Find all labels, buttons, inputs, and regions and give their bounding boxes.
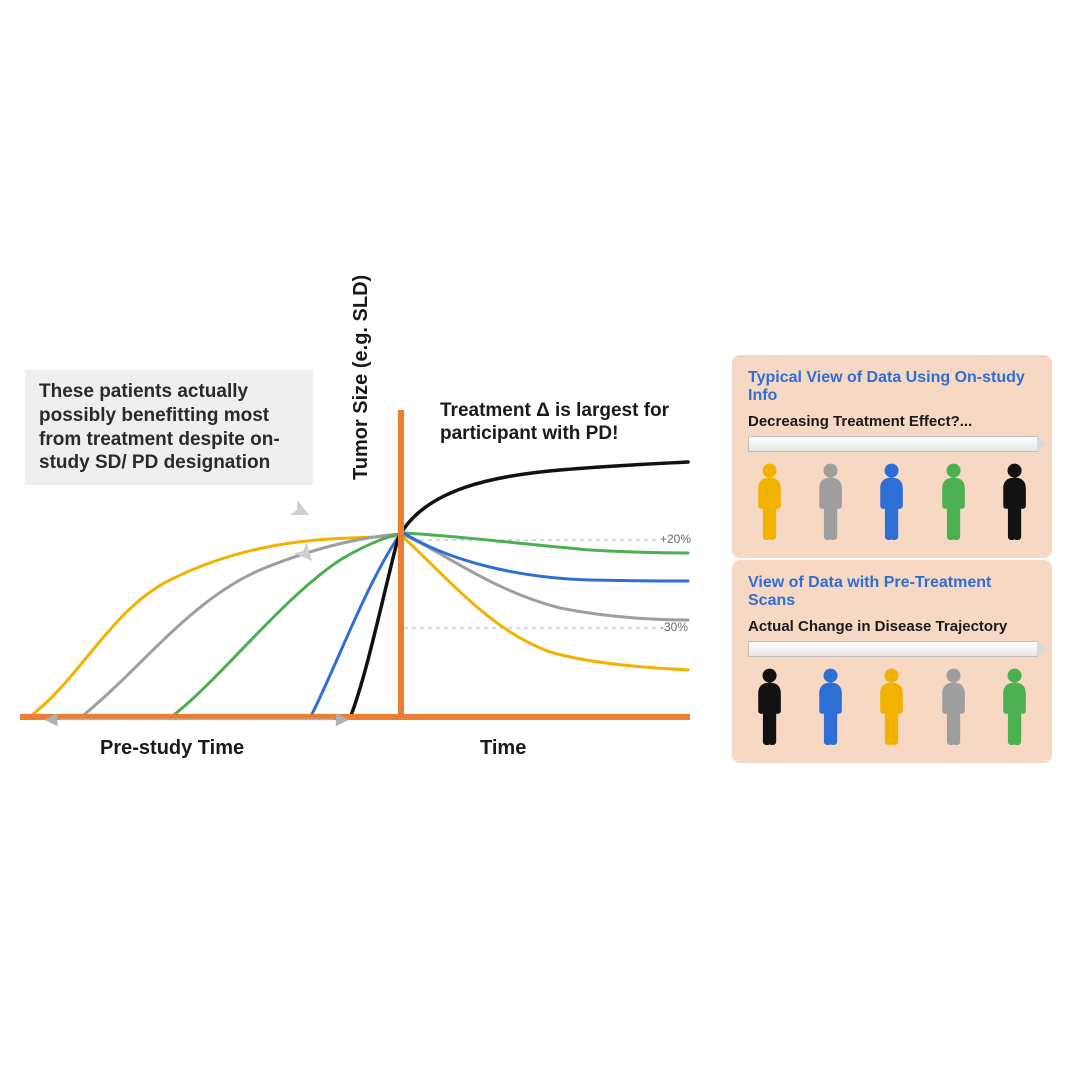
panel-onstudy-view: Typical View of Data Using On-study Info… <box>732 355 1052 558</box>
person-icon <box>813 462 848 540</box>
person-icon <box>997 462 1032 540</box>
panel-title: Typical View of Data Using On-study Info <box>748 369 1036 405</box>
benefit-callout: These patients actually possibly benefit… <box>25 370 313 485</box>
panel-title: View of Data with Pre-Treatment Scans <box>748 574 1036 610</box>
figure-canvas: Tumor Size (e.g. SLD) Pre-study Time Tim… <box>0 0 1080 1080</box>
x-axis-label-pre: Pre-study Time <box>100 737 244 760</box>
ref-line-label-lower: -30% <box>660 620 688 634</box>
person-icon <box>936 667 971 745</box>
person-icon <box>874 462 909 540</box>
gradient-band-arrow <box>748 436 1038 452</box>
pre-study-span-arrow: ◄────────────────────► <box>40 706 351 732</box>
tumor-trajectory-chart: Tumor Size (e.g. SLD) Pre-study Time Tim… <box>20 380 700 780</box>
person-icon <box>752 462 787 540</box>
y-axis <box>398 410 404 720</box>
person-icon <box>936 462 971 540</box>
panel-pretreatment-view: View of Data with Pre-Treatment Scans Ac… <box>732 560 1052 763</box>
panel-subtitle: Actual Change in Disease Trajectory <box>748 618 1036 635</box>
person-icon <box>997 667 1032 745</box>
treatment-delta-note: Treatment Δ is largest for participant w… <box>440 400 700 446</box>
gradient-band-arrow <box>748 641 1038 657</box>
x-axis-label-post: Time <box>480 737 526 760</box>
people-row <box>748 667 1036 745</box>
person-icon <box>752 667 787 745</box>
panel-subtitle: Decreasing Treatment Effect?... <box>748 413 1036 430</box>
ref-line-label-upper: +20% <box>660 532 691 546</box>
people-row <box>748 462 1036 540</box>
person-icon <box>874 667 909 745</box>
person-icon <box>813 667 848 745</box>
y-axis-label: Tumor Size (e.g. SLD) <box>350 275 373 480</box>
